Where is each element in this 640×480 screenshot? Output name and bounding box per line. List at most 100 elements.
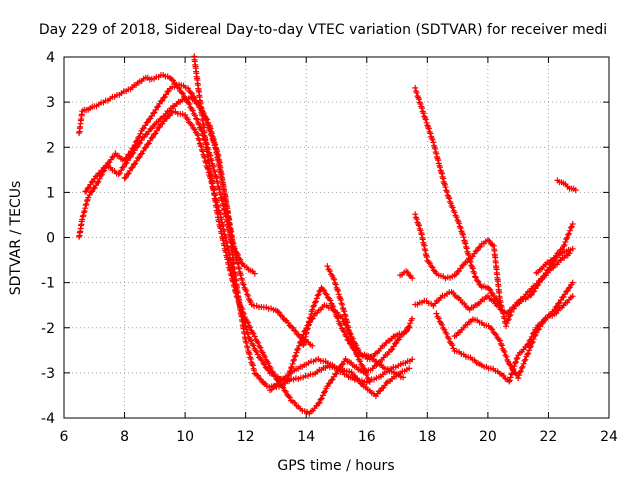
x-tick-label: 18 (418, 429, 436, 445)
data-point (487, 287, 494, 293)
data-point (315, 291, 322, 298)
data-point (569, 221, 576, 227)
data-point (208, 130, 215, 137)
x-tick-label: 22 (540, 429, 558, 445)
y-tick-label: -3 (41, 366, 55, 382)
data-point (330, 303, 337, 310)
data-point (183, 115, 190, 121)
data-point (388, 347, 394, 353)
data-point (412, 84, 419, 91)
data-point (142, 122, 149, 129)
y-tick-label: -2 (41, 321, 55, 337)
data-point (427, 130, 434, 137)
data-point (265, 360, 272, 367)
data-point (420, 110, 427, 117)
data-point (141, 125, 147, 131)
data-point (406, 365, 413, 372)
data-point (413, 89, 420, 96)
data-point (313, 295, 320, 302)
data-point (164, 88, 171, 95)
data-point (316, 288, 323, 295)
data-point (537, 323, 544, 330)
data-point (512, 358, 519, 365)
data-point (312, 299, 318, 306)
x-tick-label: 14 (297, 429, 315, 445)
data-point (138, 137, 145, 144)
data-point (120, 163, 127, 170)
data-point (245, 292, 252, 299)
y-tick-label: 4 (46, 50, 55, 66)
data-point (439, 321, 446, 328)
data-point (389, 346, 396, 353)
data-point (196, 137, 203, 144)
data-point (267, 365, 274, 371)
data-point (332, 308, 338, 315)
data-point (131, 161, 137, 168)
series-trace-14 (451, 279, 576, 382)
data-point (238, 260, 245, 266)
data-point (569, 245, 576, 252)
data-point (189, 107, 196, 114)
data-point (326, 268, 333, 274)
data-point (528, 291, 535, 298)
data-point (122, 174, 129, 181)
data-point (506, 377, 513, 384)
data-point (145, 140, 152, 147)
series-trace-13 (433, 293, 576, 385)
data-point (90, 185, 97, 192)
data-point (469, 265, 476, 272)
data-point (503, 353, 510, 360)
data-point (94, 180, 101, 186)
data-point (517, 368, 524, 374)
data-point (526, 347, 533, 354)
data-point (88, 179, 95, 185)
data-point (527, 343, 534, 350)
data-point (193, 115, 200, 122)
data-point (530, 336, 537, 342)
data-point (82, 205, 89, 212)
data-point (187, 120, 194, 127)
data-point (319, 286, 326, 293)
data-point (449, 204, 456, 211)
data-point (406, 323, 413, 330)
data-point (412, 211, 419, 218)
data-point (328, 377, 335, 384)
data-point (517, 369, 523, 376)
data-point (332, 281, 339, 288)
data-point (155, 125, 162, 131)
data-point (86, 192, 93, 198)
chart-title: Day 229 of 2018, Sidereal Day-to-day VTE… (39, 22, 607, 38)
data-point (556, 299, 563, 306)
data-point (435, 315, 442, 322)
data-point (139, 125, 146, 132)
data-point (442, 184, 449, 191)
data-point (272, 373, 279, 380)
data-point (366, 378, 373, 385)
data-point (144, 118, 151, 125)
series-trace-15 (533, 221, 576, 276)
data-point (288, 365, 295, 371)
data-point (425, 125, 432, 132)
data-point (296, 339, 303, 346)
data-point (336, 365, 343, 372)
data-point (472, 273, 478, 280)
data-point (289, 360, 296, 367)
series-trace-2 (76, 81, 316, 349)
data-point (234, 294, 241, 301)
data-point (409, 275, 416, 282)
y-tick-label: -4 (41, 411, 55, 427)
data-point (491, 330, 498, 337)
data-point (572, 187, 579, 194)
data-point (453, 214, 460, 221)
y-axis-label: SDTVAR / TECUs (8, 181, 24, 296)
data-point (118, 167, 125, 174)
data-point (357, 358, 364, 365)
data-point (403, 328, 410, 335)
data-point (140, 147, 147, 154)
data-point (125, 170, 132, 177)
series-trace-16 (554, 177, 579, 194)
data-point (521, 357, 528, 364)
data-point (405, 324, 412, 331)
y-tick-label: 0 (46, 231, 55, 247)
